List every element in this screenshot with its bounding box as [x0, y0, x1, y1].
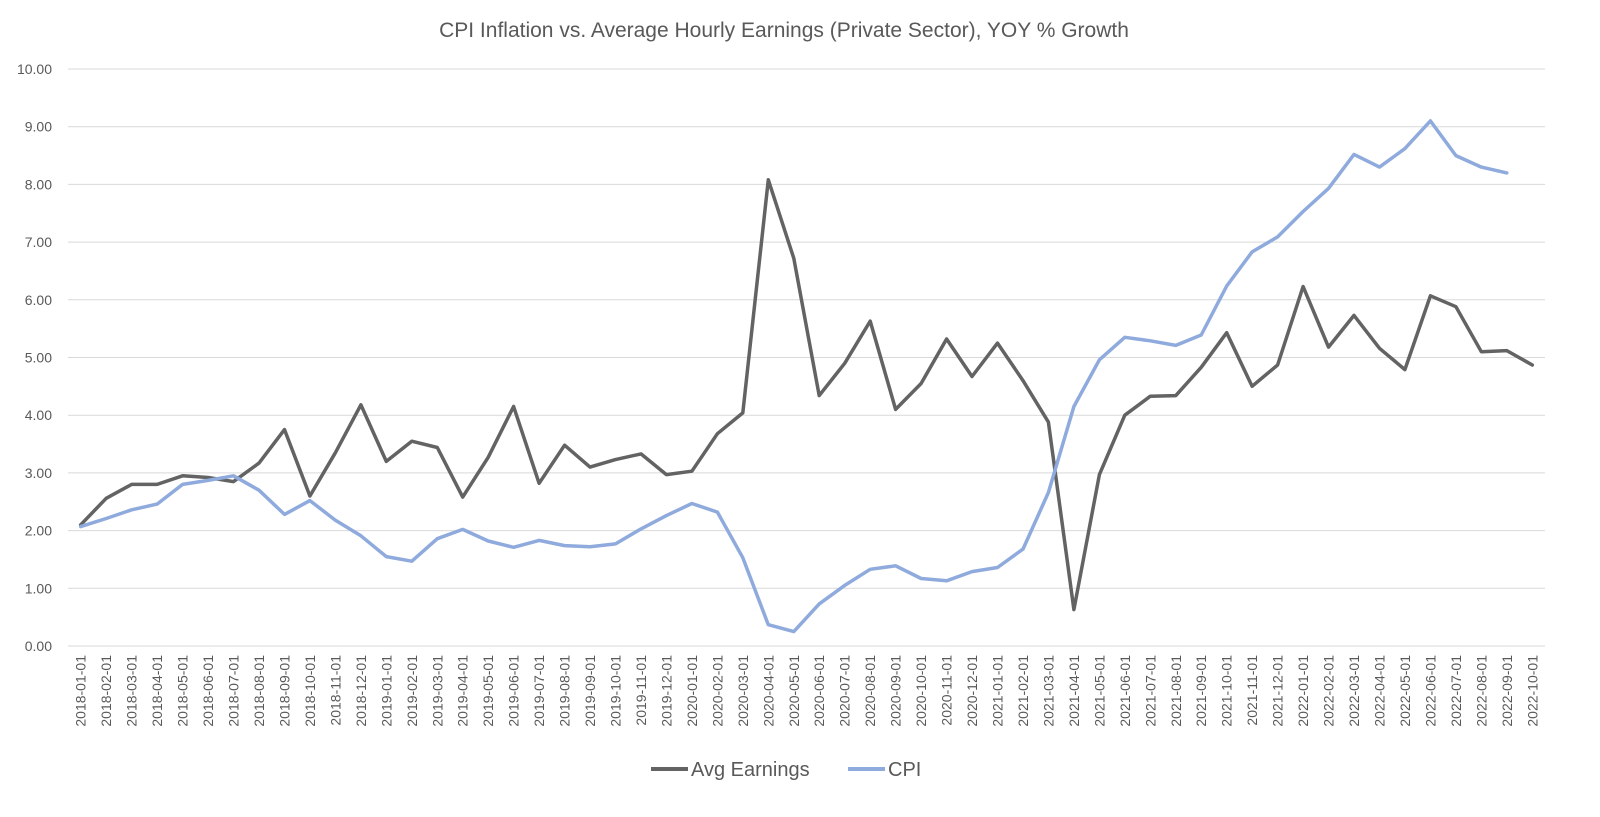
x-tick-label: 2021-04-01	[1066, 655, 1082, 727]
y-tick-label: 6.00	[25, 292, 52, 308]
x-tick-label: 2018-05-01	[175, 655, 191, 727]
chart-title: CPI Inflation vs. Average Hourly Earning…	[439, 19, 1129, 42]
x-tick-label: 2020-03-01	[735, 655, 751, 727]
x-tick-label: 2019-12-01	[658, 655, 674, 727]
y-tick-label: 8.00	[25, 176, 52, 192]
series-line-cpi	[78, 119, 1509, 634]
y-tick-label: 3.00	[25, 465, 52, 481]
x-tick-label: 2021-10-01	[1219, 655, 1235, 727]
x-tick-label: 2019-07-01	[531, 655, 547, 727]
x-tick-label: 2020-12-01	[964, 655, 980, 727]
y-tick-label: 2.00	[25, 523, 52, 539]
x-tick-label: 2022-07-01	[1448, 655, 1464, 727]
x-tick-label: 2018-04-01	[149, 655, 165, 727]
legend-label-cpi: CPI	[888, 759, 921, 781]
x-tick-label: 2021-12-01	[1270, 655, 1286, 727]
y-tick-label: 10.00	[17, 61, 52, 77]
y-tick-label: 4.00	[25, 407, 52, 423]
x-tick-label: 2019-03-01	[429, 655, 445, 727]
x-tick-label: 2022-06-01	[1422, 655, 1438, 727]
y-tick-label: 0.00	[25, 638, 52, 654]
x-tick-label: 2019-06-01	[506, 655, 522, 727]
legend: Avg Earnings CPI	[651, 759, 921, 781]
x-tick-label: 2019-08-01	[557, 655, 573, 727]
x-tick-label: 2018-07-01	[226, 655, 242, 727]
x-tick-label: 2022-05-01	[1397, 655, 1413, 727]
x-tick-label: 2019-02-01	[404, 655, 420, 727]
x-tick-label: 2020-10-01	[913, 655, 929, 727]
x-tick-label: 2018-02-01	[98, 655, 114, 727]
x-tick-label: 2022-03-01	[1346, 655, 1362, 727]
x-tick-label: 2020-09-01	[888, 655, 904, 727]
x-tick-label: 2022-02-01	[1321, 655, 1337, 727]
x-tick-label: 2021-08-01	[1168, 655, 1184, 727]
x-tick-label: 2018-09-01	[276, 655, 292, 727]
x-tick-label: 2020-11-01	[939, 655, 955, 726]
x-axis-ticks: 2018-01-01 2018-02-01 2018-03-01 2018-04-01…	[73, 655, 1541, 727]
x-tick-label: 2020-02-01	[709, 655, 725, 727]
x-tick-label: 2019-11-01	[633, 655, 649, 726]
x-tick-label: 2018-11-01	[327, 655, 343, 726]
series-lines	[78, 119, 1535, 634]
x-tick-label: 2021-03-01	[1040, 655, 1056, 727]
x-tick-label: 2019-05-01	[480, 655, 496, 727]
x-tick-label: 2018-12-01	[353, 655, 369, 727]
x-tick-label: 2021-07-01	[1142, 655, 1158, 727]
x-tick-label: 2022-01-01	[1295, 655, 1311, 727]
x-tick-label: 2019-09-01	[582, 655, 598, 727]
x-tick-label: 2021-09-01	[1193, 655, 1209, 727]
y-axis-ticks: 0.00 1.00 2.00 3.00 4.00 5.00 6.00 7.00 8.00 9.00…	[17, 61, 52, 654]
x-tick-label: 2019-01-01	[378, 655, 394, 727]
x-tick-label: 2019-10-01	[608, 655, 624, 727]
x-tick-label: 2018-10-01	[302, 655, 318, 727]
x-tick-label: 2018-01-01	[73, 655, 89, 727]
series-line-avg-earnings	[78, 178, 1535, 612]
x-tick-label: 2022-08-01	[1473, 655, 1489, 727]
y-tick-label: 7.00	[25, 234, 52, 250]
y-tick-label: 9.00	[25, 119, 52, 135]
x-tick-label: 2021-11-01	[1244, 655, 1260, 726]
x-tick-label: 2018-06-01	[200, 655, 216, 727]
x-tick-label: 2022-10-01	[1524, 655, 1540, 727]
x-tick-label: 2021-05-01	[1091, 655, 1107, 727]
x-tick-label: 2018-03-01	[124, 655, 140, 727]
y-tick-label: 1.00	[25, 580, 52, 596]
x-tick-label: 2022-09-01	[1499, 655, 1515, 727]
x-tick-label: 2020-07-01	[837, 655, 853, 727]
x-tick-label: 2022-04-01	[1371, 655, 1387, 727]
x-tick-label: 2020-05-01	[786, 655, 802, 727]
legend-label-avg-earnings: Avg Earnings	[691, 759, 810, 781]
y-tick-label: 5.00	[25, 350, 52, 366]
x-tick-label: 2021-01-01	[989, 655, 1005, 727]
x-tick-label: 2020-04-01	[760, 655, 776, 727]
x-tick-label: 2020-08-01	[862, 655, 878, 727]
x-tick-label: 2021-02-01	[1015, 655, 1031, 727]
x-tick-label: 2018-08-01	[251, 655, 267, 727]
x-tick-label: 2021-06-01	[1117, 655, 1133, 727]
x-tick-label: 2019-04-01	[455, 655, 471, 727]
x-tick-label: 2020-01-01	[684, 655, 700, 727]
x-tick-label: 2020-06-01	[811, 655, 827, 727]
gridlines	[68, 68, 1545, 647]
